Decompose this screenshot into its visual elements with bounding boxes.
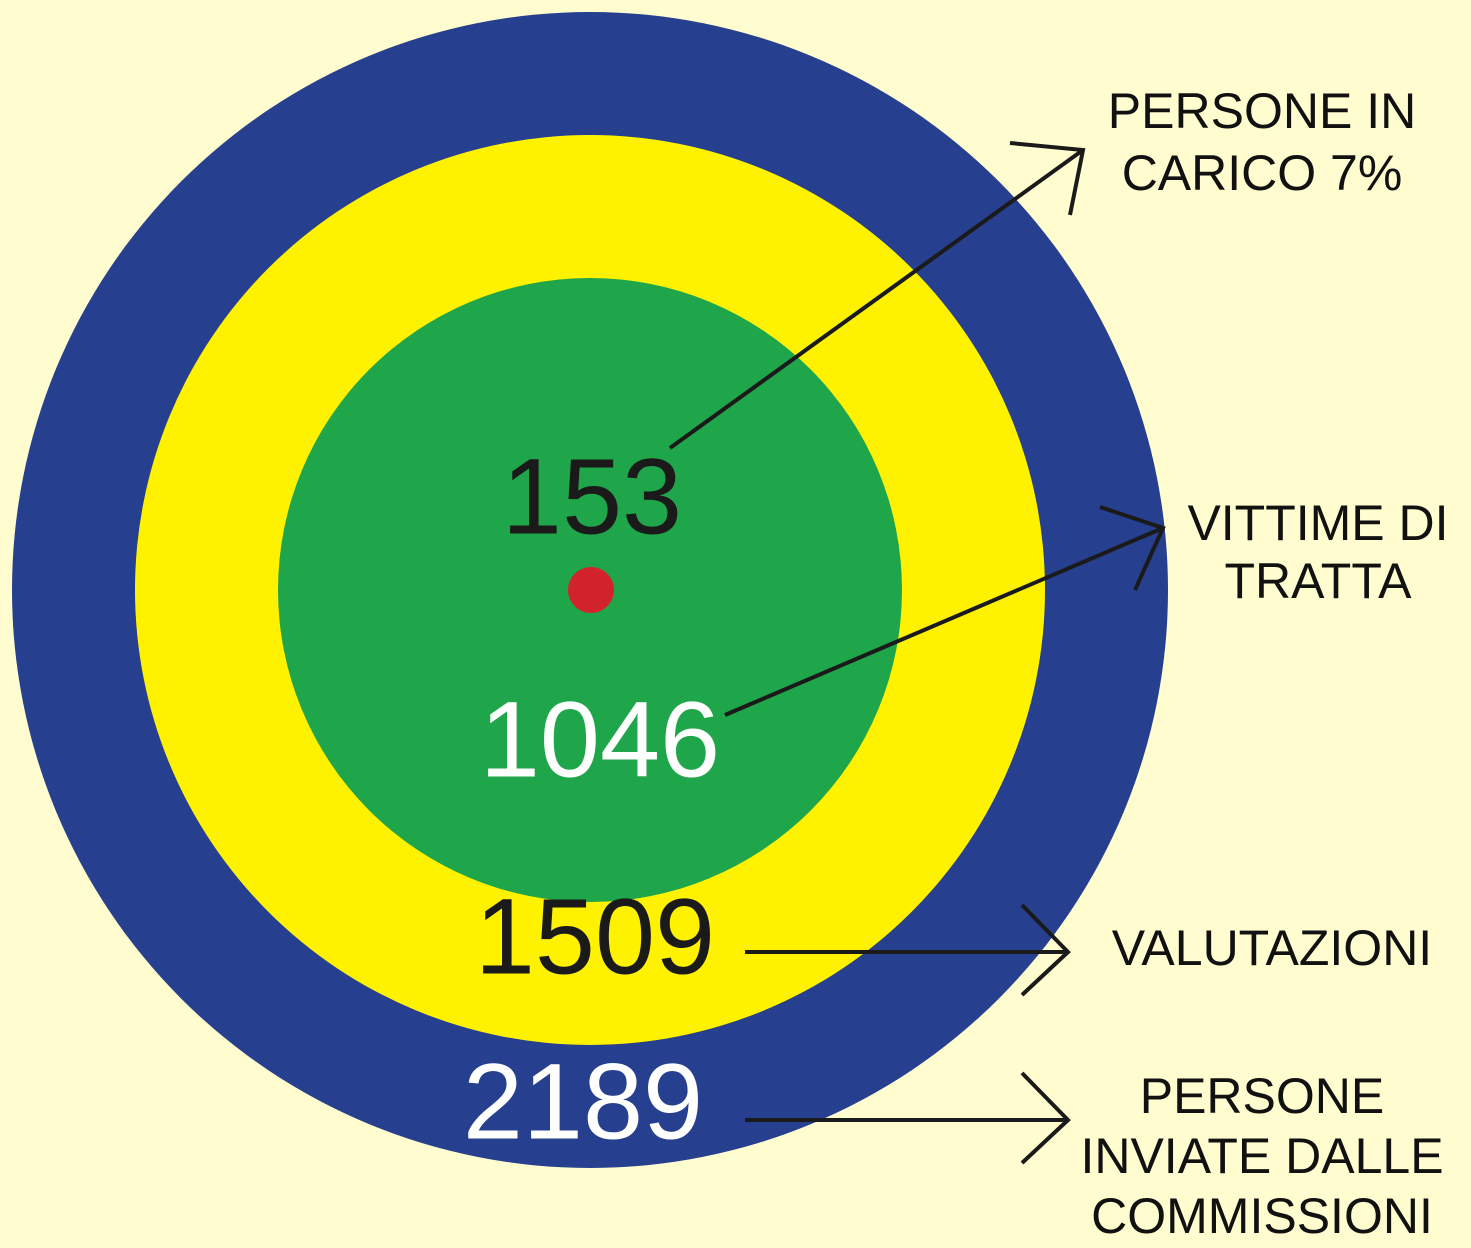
level-label: VALUTAZIONI xyxy=(1112,920,1432,976)
level-label: COMMISSIONI xyxy=(1091,1188,1433,1244)
arrow xyxy=(668,141,1086,450)
level-value: 2189 xyxy=(463,1041,703,1162)
arrows xyxy=(668,141,1166,1165)
arrow xyxy=(745,1071,1071,1165)
level-label: TRATTA xyxy=(1224,553,1412,609)
level-label: VITTIME DI xyxy=(1187,495,1448,551)
level-label: PERSONE xyxy=(1140,1068,1385,1124)
arrow xyxy=(745,903,1071,997)
level-label: INVIATE DALLE xyxy=(1080,1128,1443,1184)
level-label: CARICO 7% xyxy=(1122,145,1403,201)
level-value: 1046 xyxy=(480,679,720,800)
level-label: PERSONE IN xyxy=(1108,83,1416,139)
level-value: 1509 xyxy=(475,876,715,997)
arrow xyxy=(724,505,1166,717)
level-value: 153 xyxy=(502,436,682,557)
center-dot xyxy=(568,567,614,613)
